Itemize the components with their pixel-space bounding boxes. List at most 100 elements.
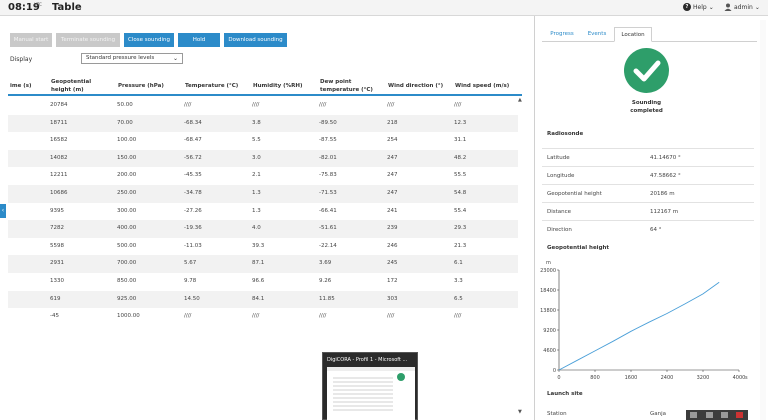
- scroll-down-icon[interactable]: ▼: [518, 409, 522, 415]
- x-axis-label: s: [745, 375, 748, 381]
- scroll-up-icon[interactable]: ▲: [518, 97, 522, 103]
- table-cell: -66.41: [319, 207, 337, 214]
- chart-title: Geopotential height: [547, 245, 610, 251]
- tray-icon[interactable]: [736, 412, 743, 418]
- system-tray: [686, 410, 748, 420]
- table-cell: 11.85: [319, 295, 335, 302]
- table-cell: -75.83: [319, 172, 337, 179]
- col-wind-speed: Wind speed (m/s): [455, 83, 510, 89]
- help-menu[interactable]: ? Help ⌄: [683, 3, 714, 11]
- table-cell: 84.1: [252, 295, 265, 302]
- table-row[interactable]: 16582 100.00 -68.47 5.5 -87.55 254 31.1: [8, 132, 518, 150]
- download-sounding-button[interactable]: Download sounding: [224, 33, 287, 47]
- series-line-0: [558, 281, 720, 371]
- display-label: Display: [10, 56, 33, 63]
- table-cell: 10686: [50, 189, 68, 196]
- collapse-panel-button[interactable]: ‹: [0, 204, 6, 218]
- close-sounding-button[interactable]: Close sounding: [124, 33, 174, 47]
- y-tick-label: 0: [553, 368, 556, 374]
- table-cell: -27.26: [184, 207, 202, 214]
- chevron-left-icon: ‹: [1, 207, 5, 214]
- x-tick-label: 1600: [625, 375, 638, 381]
- table-row[interactable]: 5598 500.00 -11.03 39.3 -22.14 246 21.3: [8, 238, 518, 256]
- check-icon: [624, 48, 669, 93]
- table-cell: 3.0: [252, 154, 261, 161]
- panel-divider: [534, 16, 535, 420]
- table-cell: 4.0: [252, 225, 261, 232]
- table-row[interactable]: 619 925.00 14.50 84.1 11.85 303 6.5: [8, 290, 518, 309]
- tab-events[interactable]: Events: [587, 31, 607, 37]
- table-row[interactable]: 10686 250.00 -34.78 1.3 -71.53 247 54.8: [8, 184, 518, 203]
- tab-location[interactable]: Location: [614, 27, 652, 42]
- table-cell: 55.4: [454, 207, 467, 214]
- table-cell: 247: [387, 189, 398, 196]
- radiosonde-title: Radiosonde: [547, 131, 584, 137]
- table-cell: -71.53: [319, 189, 337, 196]
- col-humidity: Humidity (%RH): [253, 83, 303, 89]
- col-pressure: Pressure (hPa): [118, 83, 164, 89]
- table-row[interactable]: 9395 300.00 -27.26 1.3 -66.41 241 55.4: [8, 203, 518, 221]
- table-cell: 14.50: [184, 295, 200, 302]
- table-cell: 245: [387, 260, 398, 267]
- table-cell: -22.14: [319, 242, 337, 249]
- table-cell: 100.00: [117, 137, 137, 144]
- y-tick-label: 9200: [543, 328, 556, 334]
- table-cell: 48.2: [454, 154, 467, 161]
- help-icon: ?: [683, 3, 691, 11]
- table-cell: 9.78: [184, 277, 197, 284]
- table-cell: 241: [387, 207, 398, 214]
- station-label: Station: [547, 411, 567, 417]
- status-line-1: Sounding: [631, 100, 662, 106]
- field-longitude: Longitude 47.58662 °: [542, 166, 754, 184]
- y-tick-label: 13800: [540, 308, 556, 314]
- table-row[interactable]: -45 1000.00 //// //// //// //// ////: [8, 308, 518, 326]
- table-cell: 12211: [50, 172, 68, 179]
- col-time: ime (s): [10, 83, 32, 89]
- table-row[interactable]: 14082 150.00 -56.72 3.0 -82.01 247 48.2: [8, 149, 518, 168]
- table-cell: ////: [387, 102, 395, 108]
- table-cell: ////: [454, 102, 462, 108]
- table-cell: ////: [252, 102, 260, 108]
- table-cell: 29.3: [454, 225, 467, 232]
- tray-icon[interactable]: [721, 412, 728, 418]
- field-value: 64 °: [650, 227, 662, 233]
- chevron-down-icon: ⌄: [708, 3, 714, 11]
- table-cell: 925.00: [117, 295, 137, 302]
- table-cell: ////: [387, 313, 395, 320]
- table-cell: 1330: [50, 277, 64, 284]
- field-label: Direction: [547, 227, 572, 233]
- status-line-2: completed: [630, 108, 663, 114]
- tab-progress[interactable]: Progress: [550, 31, 574, 37]
- table-cell: ////: [319, 313, 327, 320]
- col-wind-direction: Wind direction (°): [388, 83, 444, 89]
- tray-icon[interactable]: [706, 412, 713, 418]
- table-row[interactable]: 7282 400.00 -19.36 4.0 -51.61 239 29.3: [8, 220, 518, 238]
- hold-button[interactable]: Hold: [178, 33, 220, 47]
- table-cell: -68.34: [184, 119, 202, 126]
- taskbar-preview-title: DigiCORA - Profil 1 - Microsoft ...: [327, 357, 408, 363]
- field-latitude: Latitude 41.14670 °: [542, 148, 754, 166]
- page-scrollbar[interactable]: [760, 20, 766, 420]
- terminate-sounding-button[interactable]: Terminate sounding: [56, 33, 120, 47]
- manual-start-button[interactable]: Manual start: [10, 33, 52, 47]
- display-select[interactable]: Standard pressure levels ⌄: [81, 53, 183, 64]
- table-row[interactable]: 18711 70.00 -68.34 3.8 -89.50 218 12.3: [8, 114, 518, 133]
- col-dew-point: Dew point temperature (°C): [320, 79, 373, 93]
- table-row[interactable]: 20784 50.00 //// //// //// //// ////: [8, 97, 518, 115]
- table-row[interactable]: 12211 200.00 -45.35 2.1 -75.83 247 55.5: [8, 167, 518, 185]
- field-label: Latitude: [547, 155, 570, 161]
- table-cell: 20784: [50, 102, 68, 108]
- table-cell: 3.69: [319, 260, 332, 267]
- taskbar-preview[interactable]: DigiCORA - Profil 1 - Microsoft ...: [322, 352, 418, 420]
- field-label: Longitude: [547, 173, 575, 179]
- tray-icon[interactable]: [690, 412, 697, 418]
- x-tick-label: 800: [590, 375, 600, 381]
- panel-tabs: Progress Events Location: [542, 27, 757, 42]
- user-icon: [724, 3, 732, 11]
- user-menu[interactable]: admin ⌄: [724, 3, 760, 11]
- field-distance: Distance 112167 m: [542, 202, 754, 220]
- table-cell: 16582: [50, 137, 68, 144]
- table-cell: 303: [387, 295, 398, 302]
- table-row[interactable]: 2931 700.00 5.67 87.1 3.69 245 6.1: [8, 255, 518, 273]
- table-row[interactable]: 1330 850.00 9.78 96.6 9.26 172 3.3: [8, 273, 518, 291]
